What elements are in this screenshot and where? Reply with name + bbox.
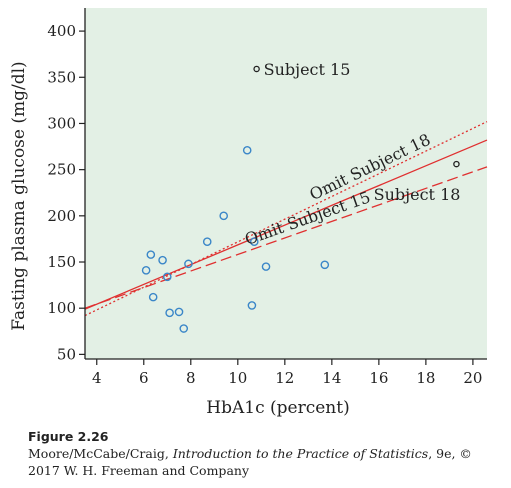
y-tick-label: 150 (47, 253, 76, 271)
y-tick-label: 400 (47, 22, 76, 40)
data-point (148, 292, 158, 302)
fit-line-all (84, 139, 488, 310)
data-point (174, 307, 184, 317)
data-point (202, 237, 212, 246)
data-point (158, 255, 167, 265)
x-axis-ticks: 4 6 8 10 12 14 16 18 20 (92, 359, 482, 387)
caption-authors: Moore/McCabe/Craig, (28, 446, 173, 461)
y-axis-ticks: 50 100 150 200 250 300 350 400 (47, 22, 85, 363)
data-point (165, 308, 174, 318)
data-point (242, 145, 252, 155)
highlighted-point-label: Subject 15 (264, 60, 351, 79)
y-tick-label: 200 (47, 207, 76, 225)
x-tick-label: 6 (139, 369, 149, 387)
x-tick-label: 20 (463, 369, 482, 387)
regression-lines (84, 121, 488, 317)
y-axis-label: Fasting plasma glucose (mg/dl) (9, 61, 29, 330)
x-tick-label: 4 (92, 369, 102, 387)
caption-book-title: Introduction to the Practice of Statisti… (172, 446, 429, 461)
data-point (247, 301, 257, 310)
data-point (141, 266, 151, 275)
y-tick-label: 50 (57, 345, 76, 363)
fit-line-omit-subject-15 (84, 166, 488, 309)
highlighted-point (453, 160, 460, 168)
x-tick-label: 8 (186, 369, 196, 387)
caption-copyright: 2017 W. H. Freeman and Company (28, 463, 250, 478)
data-point (249, 237, 259, 246)
y-tick-label: 350 (47, 68, 76, 86)
highlighted-points: Subject 15 Subject 18 (253, 60, 461, 204)
data-point (184, 259, 193, 269)
x-tick-label: 18 (416, 369, 435, 387)
x-tick-label: 12 (275, 369, 294, 387)
caption-edition: , 9e, © (428, 446, 472, 461)
figure-caption: Figure 2.26 Moore/McCabe/Craig, Introduc… (28, 428, 498, 479)
x-tick-label: 14 (322, 369, 341, 387)
highlighted-point-label: Subject 18 (374, 185, 461, 204)
x-tick-label: 10 (228, 369, 247, 387)
axes (84, 8, 487, 360)
data-point (179, 324, 189, 333)
data-point (320, 260, 330, 270)
data-point (146, 250, 156, 259)
figure-number: Figure 2.26 (28, 429, 109, 444)
x-axis-label: HbA1c (percent) (206, 398, 349, 418)
y-tick-label: 250 (47, 161, 76, 179)
data-point (219, 211, 229, 221)
x-tick-label: 16 (369, 369, 388, 387)
data-points (141, 145, 330, 333)
y-tick-label: 100 (47, 299, 76, 317)
y-tick-label: 300 (47, 114, 76, 132)
data-point (162, 272, 172, 282)
data-point (261, 262, 271, 271)
highlighted-point (253, 65, 260, 73)
